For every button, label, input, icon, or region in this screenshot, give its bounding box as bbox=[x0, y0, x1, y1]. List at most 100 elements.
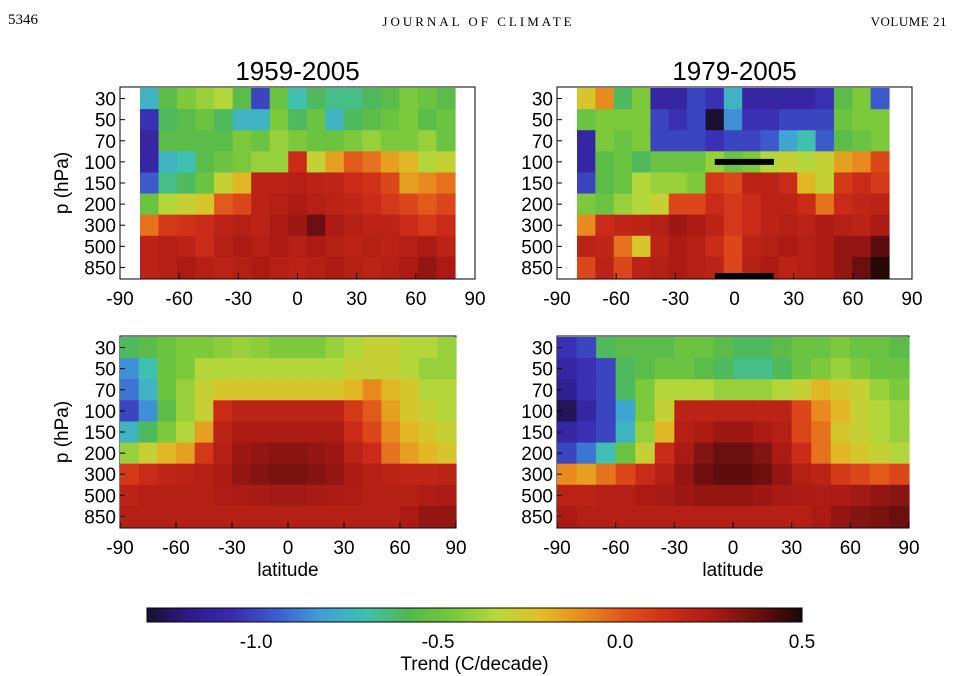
heatmap-cell bbox=[400, 400, 420, 423]
heatmap-cell bbox=[269, 421, 289, 444]
heatmap-cell bbox=[693, 421, 715, 444]
heatmap-cell bbox=[797, 130, 817, 152]
heatmap-cell bbox=[176, 337, 196, 359]
heatmap-cell bbox=[380, 130, 401, 152]
heatmap-cell bbox=[752, 400, 773, 423]
heatmap-cell bbox=[232, 337, 252, 359]
heatmap-cell bbox=[632, 235, 652, 258]
heatmap-cell bbox=[436, 109, 456, 131]
heatmap-cell bbox=[889, 421, 910, 444]
heatmap-cell bbox=[288, 421, 308, 444]
heatmap-cell bbox=[158, 151, 178, 174]
heatmap-cell bbox=[288, 358, 308, 380]
x-tick-label: 0 bbox=[292, 289, 303, 310]
heatmap-cell bbox=[733, 400, 754, 423]
heatmap-cell bbox=[687, 193, 707, 216]
heatmap-cell bbox=[791, 400, 812, 423]
heatmap-cell bbox=[576, 358, 597, 380]
x-tick-label: -60 bbox=[162, 538, 189, 559]
heatmap-cell bbox=[811, 379, 832, 401]
heatmap-cell bbox=[325, 235, 345, 258]
heatmap-cell bbox=[437, 463, 457, 486]
heatmap-cell bbox=[213, 337, 233, 359]
heatmap-cell bbox=[250, 505, 270, 528]
heatmap-cell bbox=[850, 463, 871, 486]
y-tick-label: 30 bbox=[532, 339, 553, 360]
heatmap-cell bbox=[557, 484, 578, 507]
heatmap-cell bbox=[306, 235, 326, 258]
heatmap-cell bbox=[177, 130, 197, 152]
heatmap-cell bbox=[344, 421, 364, 444]
heatmap-cell bbox=[713, 505, 734, 528]
heatmap-cell bbox=[811, 421, 832, 444]
heatmap-cell bbox=[306, 130, 326, 152]
y-tick-label: 30 bbox=[95, 90, 116, 111]
x-tick-label: 0 bbox=[283, 538, 294, 559]
heatmap-cell bbox=[576, 400, 597, 423]
heatmap-cell bbox=[288, 337, 308, 359]
heatmap-cell bbox=[815, 172, 835, 195]
y-tick-label: 200 bbox=[521, 444, 553, 465]
heatmap-cell bbox=[632, 151, 652, 174]
heatmap-cell bbox=[577, 109, 596, 131]
heatmap-cell bbox=[833, 151, 853, 174]
heatmap-cell bbox=[138, 484, 158, 507]
heatmap-cell bbox=[177, 256, 197, 279]
heatmap-cell bbox=[595, 88, 615, 110]
heatmap-cell bbox=[269, 214, 289, 237]
heatmap-cell bbox=[306, 109, 326, 131]
heatmap-cell bbox=[596, 463, 617, 486]
x-tick-label: -60 bbox=[165, 289, 192, 310]
heatmap-cell bbox=[362, 358, 382, 380]
heatmap-cell bbox=[632, 130, 652, 152]
heatmap-cell bbox=[635, 379, 656, 401]
heatmap-cell bbox=[269, 235, 289, 258]
heatmap-cell bbox=[613, 193, 633, 216]
heatmap-cell bbox=[830, 463, 851, 486]
heatmap-cell bbox=[381, 400, 401, 423]
heatmap-cell bbox=[742, 193, 762, 216]
heatmap-cell bbox=[577, 235, 596, 258]
heatmap-cell bbox=[850, 421, 871, 444]
heatmap-cell bbox=[362, 256, 382, 279]
heatmap-cell bbox=[830, 379, 851, 401]
heatmap-cell bbox=[288, 109, 308, 131]
heatmap-cell bbox=[325, 442, 345, 465]
heatmap-cell bbox=[576, 421, 597, 444]
heatmap-cell bbox=[232, 484, 252, 507]
heatmap-cell bbox=[436, 88, 456, 110]
heatmap-cell bbox=[791, 379, 812, 401]
heatmap-cell bbox=[269, 442, 289, 465]
heatmap-cell bbox=[325, 337, 345, 359]
heatmap-cell bbox=[674, 421, 695, 444]
heatmap-cell bbox=[138, 337, 158, 359]
x-tick-label: -30 bbox=[661, 538, 688, 559]
heatmap-cell bbox=[325, 256, 345, 279]
heatmap-cell bbox=[713, 400, 734, 423]
heatmap-cell bbox=[668, 151, 688, 174]
heatmap-cell bbox=[772, 505, 793, 528]
y-tick-label: 300 bbox=[84, 216, 116, 237]
heatmap-cell bbox=[870, 109, 890, 131]
heatmap-cell bbox=[791, 358, 812, 380]
heatmap-cell bbox=[705, 109, 725, 131]
heatmap-cell bbox=[194, 358, 214, 380]
heatmap-cell bbox=[344, 505, 364, 528]
heatmap-cell bbox=[306, 358, 326, 380]
heatmap-cell bbox=[869, 421, 891, 444]
heatmap-cell bbox=[288, 130, 308, 152]
heatmap-cell bbox=[635, 337, 656, 359]
heatmap-cell bbox=[723, 214, 743, 237]
heatmap-cell bbox=[325, 358, 345, 380]
heatmap-cell bbox=[830, 484, 851, 507]
heatmap-cell bbox=[417, 130, 438, 152]
colorbar-ticks: -1.0 -0.5 0.0 0.5 bbox=[240, 632, 815, 653]
heatmap-cell bbox=[830, 400, 851, 423]
heatmap-cell bbox=[674, 484, 695, 507]
heatmap-cell bbox=[595, 193, 615, 216]
y-tick-label: 30 bbox=[532, 90, 553, 111]
heatmap-cell bbox=[344, 463, 364, 486]
x-tick-label: 30 bbox=[346, 289, 367, 310]
